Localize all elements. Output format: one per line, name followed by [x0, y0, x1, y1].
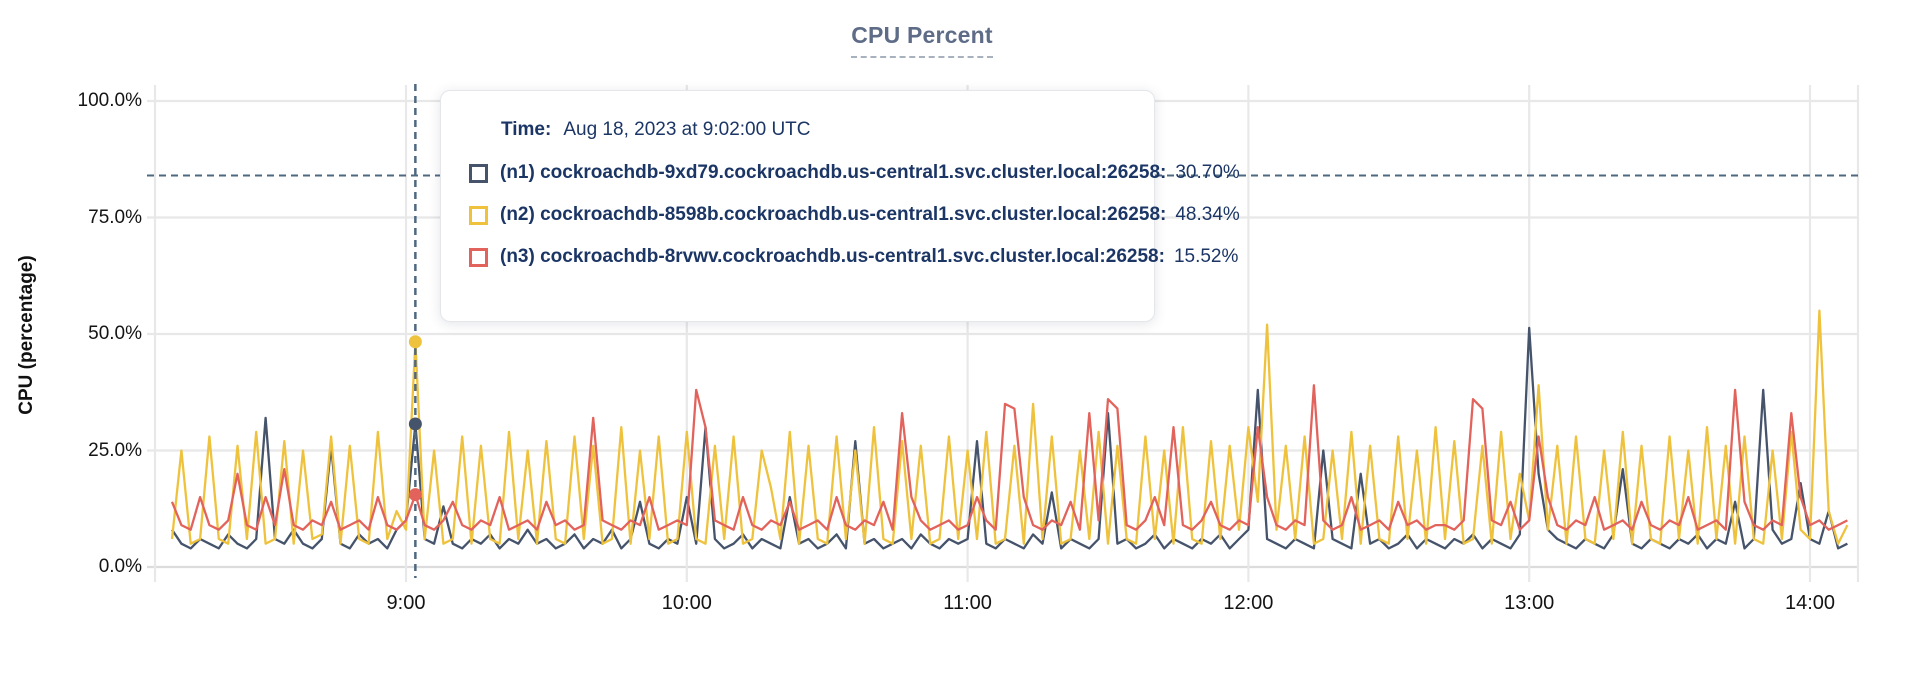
- series-n3-value: 15.52%: [1173, 246, 1239, 267]
- chart-tooltip: Time: Aug 18, 2023 at 9:02:00 UTC (n1) co…: [440, 90, 1240, 322]
- legend-row-n1: (n1) cockroachdb-9xd79.cockroachdb.us-ce…: [469, 162, 1240, 184]
- legend-row-n3: (n3) cockroachdb-8rvwv.cockroachdb.us-ce…: [469, 246, 1238, 268]
- y-tick-label: 100.0%: [77, 90, 142, 111]
- x-tick-label: 12:00: [1223, 592, 1274, 614]
- y-tick-label: 0.0%: [98, 556, 142, 577]
- highlight-dot-n2: [408, 335, 422, 349]
- tooltip-time-row: Time: Aug 18, 2023 at 9:02:00 UTC: [469, 119, 1124, 141]
- x-tick-label: 13:00: [1504, 592, 1555, 614]
- series-n3-swatch-icon: [469, 247, 488, 267]
- x-tick-label: 10:00: [661, 592, 712, 614]
- chart-title: CPU Percent: [851, 22, 993, 58]
- x-tick-label: 11:00: [943, 592, 992, 614]
- series-line-n1: [171, 326, 1848, 550]
- legend-row-n2: (n2) cockroachdb-8598b.cockroachdb.us-ce…: [469, 204, 1240, 226]
- series-n3-label: (n3) cockroachdb-8rvwv.cockroachdb.us-ce…: [500, 246, 1165, 267]
- highlight-dot-n1: [408, 417, 422, 431]
- tooltip-time-value: Aug 18, 2023 at 9:02:00 UTC: [563, 119, 811, 140]
- series-n2-value: 48.34%: [1175, 204, 1240, 225]
- y-tick-label: 75.0%: [88, 206, 142, 228]
- series-line-n2: [170, 309, 1849, 545]
- series-n2-swatch-icon: [469, 205, 488, 225]
- series-n2-label: (n2) cockroachdb-8598b.cockroachdb.us-ce…: [500, 204, 1167, 225]
- series-n1-label: (n1) cockroachdb-9xd79.cockroachdb.us-ce…: [500, 162, 1167, 183]
- series-n1-value: 30.70%: [1175, 162, 1240, 183]
- series-n1-swatch-icon: [469, 163, 488, 183]
- y-tick-label: 25.0%: [88, 439, 142, 461]
- series-line-n3: [170, 384, 1848, 531]
- tooltip-time-label: Time:: [501, 119, 552, 140]
- y-tick-label: 50.0%: [88, 323, 142, 344]
- chart-title-wrap: CPU Percent: [0, 22, 1844, 58]
- x-tick-label: 9:00: [386, 592, 426, 614]
- highlight-dot-n3: [408, 488, 422, 502]
- x-tick-label: 14:00: [1784, 592, 1836, 614]
